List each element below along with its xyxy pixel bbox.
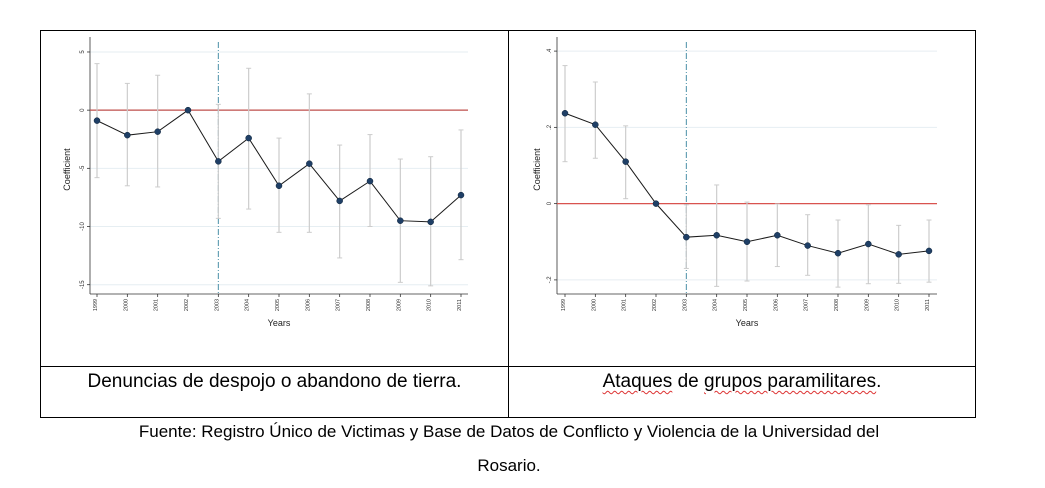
coefficient-point <box>743 238 751 246</box>
x-tick-label: 2003 <box>214 299 220 311</box>
x-tick-label: 2004 <box>245 299 251 311</box>
x-axis-label: Years <box>736 318 759 328</box>
x-tick-label: 2005 <box>275 299 281 311</box>
coefficient-point <box>93 117 101 124</box>
caption-right-word: Ataques <box>602 371 673 392</box>
coefficient-point <box>592 121 599 128</box>
coefficient-point <box>427 218 434 226</box>
coefficient-point <box>683 233 690 241</box>
x-tick-label: 2000 <box>591 299 597 311</box>
y-tick-label: -.2 <box>547 276 553 284</box>
row-divider <box>41 366 975 367</box>
caption-right-word: grupos paramilitares <box>704 371 877 392</box>
x-tick-label: 2007 <box>804 299 810 311</box>
x-tick-label: 2011 <box>457 299 463 311</box>
y-tick-label: .2 <box>547 124 553 130</box>
coefficient-point <box>804 242 811 249</box>
x-tick-label: 2006 <box>305 299 311 311</box>
coefficient-point <box>561 110 569 117</box>
x-tick-label: 2006 <box>773 299 779 311</box>
x-tick-label: 2003 <box>682 299 688 311</box>
coefficient-point <box>865 240 872 248</box>
x-tick-label: 2010 <box>427 299 433 311</box>
y-axis-label: Coefficient <box>532 148 542 191</box>
coefficient-point <box>215 158 222 165</box>
coefficient-point <box>622 158 629 165</box>
coefficient-point <box>366 177 374 185</box>
coefficient-point <box>275 182 283 190</box>
x-tick-label: 2005 <box>743 299 749 311</box>
coefficient-point <box>834 249 842 257</box>
y-tick-label: 0 <box>547 201 553 205</box>
y-tick-label: -5 <box>80 165 86 171</box>
coefficient-point <box>184 106 192 114</box>
coefficient-point <box>124 131 131 139</box>
column-divider <box>508 31 509 417</box>
x-tick-label: 1999 <box>561 299 567 311</box>
source-line-1: Fuente: Registro Único de Victimas y Bas… <box>138 422 880 441</box>
x-tick-label: 2001 <box>154 299 160 311</box>
y-tick-label: 0 <box>80 108 86 112</box>
x-tick-label: 2000 <box>123 299 129 311</box>
x-tick-label: 2008 <box>366 299 372 311</box>
coefficient-point <box>774 232 781 239</box>
caption-right-word: de <box>672 371 704 392</box>
x-tick-label: 2001 <box>622 299 628 311</box>
x-tick-label: 2009 <box>864 299 870 311</box>
coefficient-point <box>713 232 720 239</box>
coefficient-point <box>336 197 343 205</box>
coefficient-point <box>397 217 404 224</box>
coefficient-point <box>306 160 313 167</box>
y-tick-label: .4 <box>547 48 553 54</box>
coefficient-point <box>154 128 161 135</box>
coefficient-point <box>245 134 252 142</box>
coefficient-point <box>925 247 933 255</box>
x-tick-label: 2009 <box>396 299 402 311</box>
x-tick-label: 2007 <box>336 299 342 311</box>
x-tick-label: 2011 <box>925 299 931 311</box>
x-axis-label: Years <box>268 318 291 328</box>
caption-right: Ataques de grupos paramilitares. <box>509 371 975 393</box>
coefficient-point <box>895 251 902 258</box>
source-line-2: Rosario. <box>477 456 541 475</box>
x-tick-label: 2002 <box>184 299 190 311</box>
caption-left: Denuncias de despojo o abandono de tierr… <box>87 371 462 392</box>
caption-right-word: . <box>876 371 882 392</box>
x-tick-label: 2010 <box>895 299 901 311</box>
coefficient-point <box>652 200 660 207</box>
y-tick-label: -15 <box>80 280 86 289</box>
x-tick-label: 1999 <box>93 299 99 311</box>
y-axis-label: Coefficient <box>62 148 72 191</box>
figure-table: Denuncias de despojo o abandono de tierr… <box>40 30 976 418</box>
y-tick-label: -10 <box>80 222 86 231</box>
x-tick-label: 2008 <box>834 299 840 311</box>
coefficient-point <box>457 191 465 199</box>
x-tick-label: 2002 <box>652 299 658 311</box>
y-tick-label: 5 <box>80 50 86 54</box>
x-tick-label: 2004 <box>713 299 719 311</box>
